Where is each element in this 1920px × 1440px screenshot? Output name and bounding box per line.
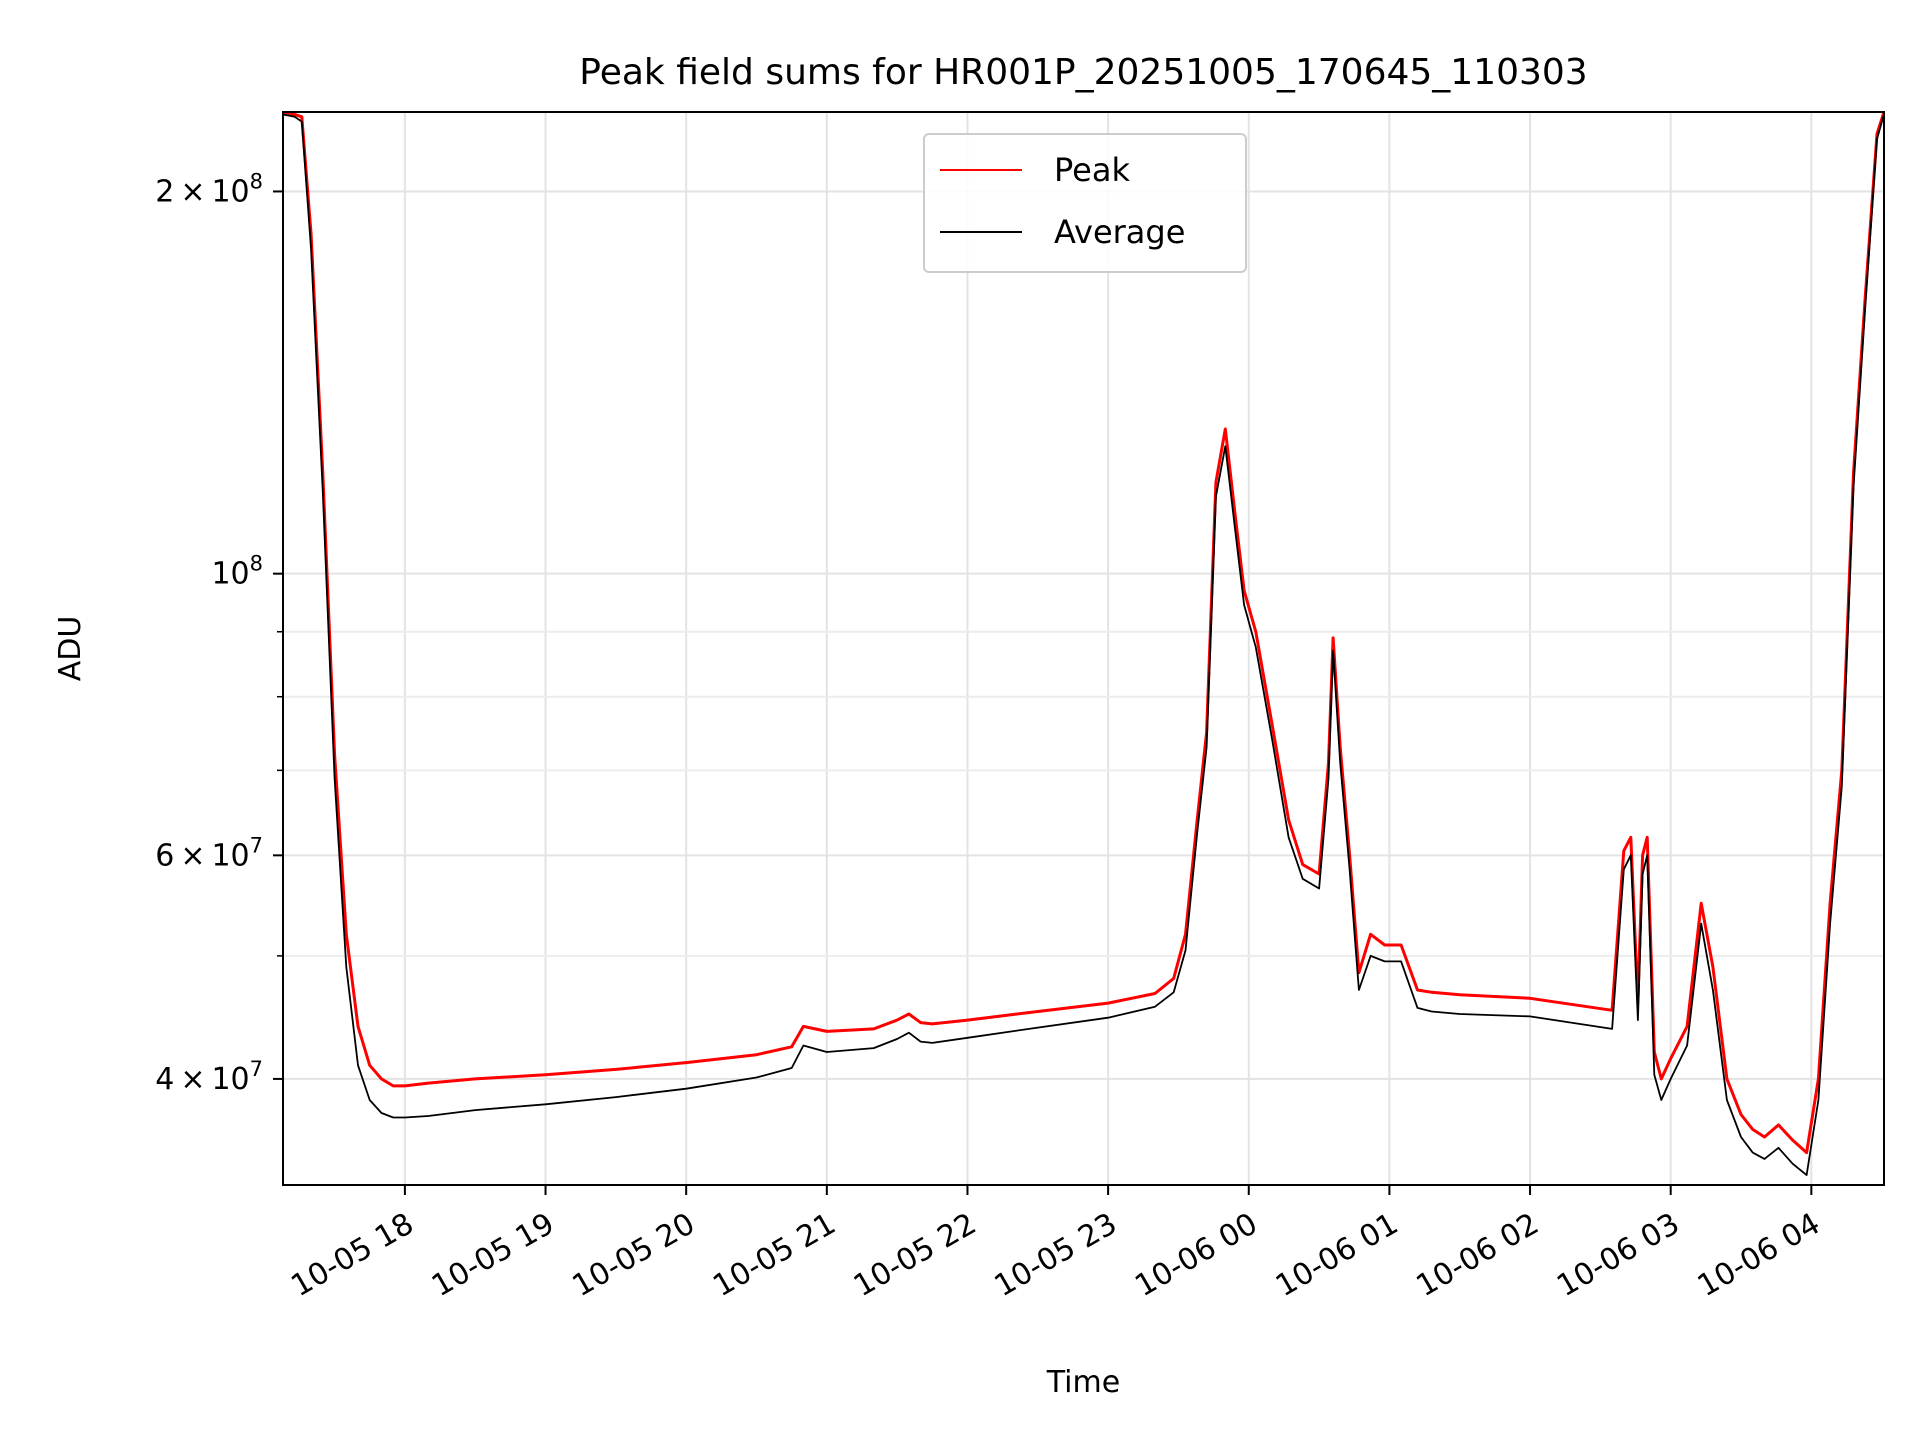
x-axis-label: Time	[1046, 1365, 1120, 1400]
legend-box	[923, 133, 1247, 273]
y-axis: 4 × 107 6 × 107 108 2 × 108	[155, 169, 283, 1097]
legend-label-peak: Peak	[1054, 151, 1130, 189]
legend-label-average: Average	[1054, 213, 1185, 251]
y-axis-label: ADU	[53, 616, 88, 682]
y-tick-label: 4 × 107	[155, 1057, 263, 1097]
legend: Peak Average	[923, 133, 1247, 273]
y-tick-label: 2 × 108	[155, 169, 263, 209]
series-layer	[283, 112, 1884, 1176]
y-tick-label: 6 × 107	[155, 833, 263, 873]
series-line-peak	[283, 112, 1884, 1155]
chart-title: Peak field sums for HR001P_20251005_1706…	[579, 52, 1587, 93]
y-tick-label: 108	[211, 552, 263, 592]
plot-area-frame	[282, 111, 1885, 1186]
series-line-average	[283, 113, 1884, 1176]
